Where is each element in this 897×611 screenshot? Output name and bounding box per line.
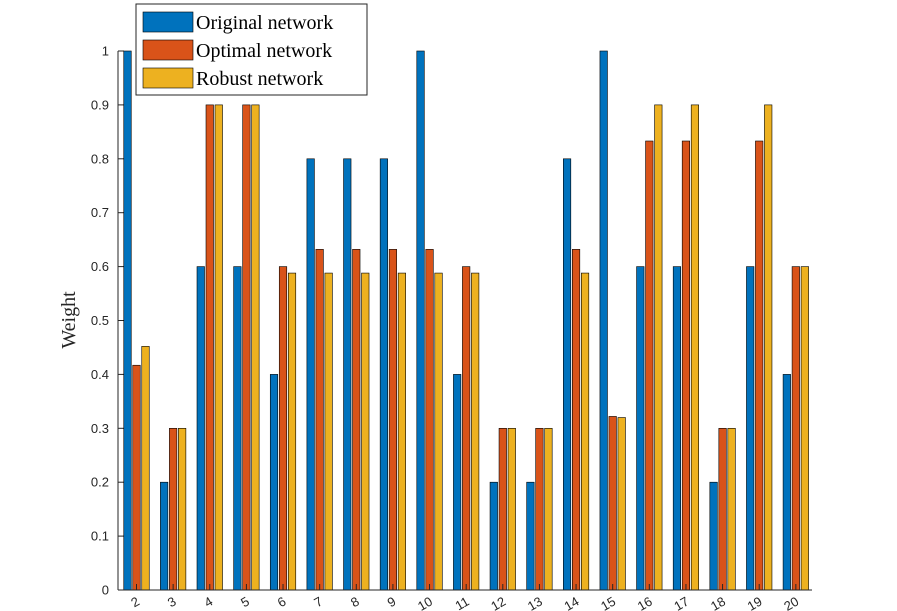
bar-robust-network-6	[287, 272, 297, 591]
bar-original-network-6	[269, 374, 279, 591]
x-tick-label: 6	[275, 594, 289, 611]
bar-optimal-network-14	[572, 249, 581, 591]
y-tick-label: 0.8	[91, 151, 109, 166]
bar-original-network-16	[636, 266, 645, 591]
x-tick-label: 20	[781, 594, 801, 611]
bar-robust-network-14	[581, 272, 590, 591]
x-tick-label: 18	[708, 594, 728, 611]
x-tick-label: 4	[201, 594, 215, 611]
bar-robust-network-13	[544, 427, 553, 591]
bar-optimal-network-6	[278, 266, 288, 591]
y-tick-label: 0.3	[91, 421, 109, 436]
bar-original-network-2	[123, 50, 132, 591]
y-tick-label: 0.9	[91, 97, 109, 112]
bar-optimal-network-15	[608, 416, 617, 591]
x-tick-label: 2	[128, 594, 142, 611]
bar-original-network-17	[672, 266, 682, 591]
bar-robust-network-7	[324, 272, 333, 591]
x-tick-label: 8	[348, 594, 362, 611]
legend-label: Robust network	[196, 68, 323, 90]
y-tick-label: 1	[102, 44, 109, 59]
x-axis-ticks: 2 3 4 5 6 7 8 9 10 11 12 13 14 15 16 17 18 19 20	[128, 584, 801, 611]
bar-robust-network-8	[361, 272, 370, 591]
legend-swatch	[142, 67, 194, 89]
x-tick-label: 9	[385, 594, 399, 611]
bar-original-network-14	[563, 158, 572, 591]
legend-label: Optimal network	[196, 40, 332, 62]
bar-optimal-network-12	[498, 427, 507, 591]
x-tick-label: 16	[635, 594, 655, 611]
x-tick-label: 7	[311, 594, 325, 611]
bar-optimal-network-2	[132, 364, 141, 591]
bar-optimal-network-18	[718, 427, 727, 591]
bar-optimal-network-17	[681, 140, 691, 591]
y-axis-ticks: 0 0.1 0.2 0.3 0.4 0.5 0.6 0.7 0.8 0.9 1	[91, 44, 124, 598]
bar-original-network-8	[343, 158, 352, 591]
bar-original-network-18	[709, 481, 718, 591]
bar-original-network-7	[306, 158, 315, 591]
bar-optimal-network-8	[352, 249, 361, 591]
x-tick-label: 11	[452, 594, 471, 611]
bar-robust-network-18	[727, 427, 736, 591]
y-tick-label: 0.1	[91, 529, 109, 544]
x-tick-label: 15	[598, 594, 618, 611]
bar-robust-network-5	[251, 104, 260, 591]
bar-robust-network-20	[800, 266, 809, 591]
bar-robust-network-4	[214, 104, 223, 591]
legend-swatch	[142, 39, 194, 61]
bar-original-network-13	[526, 481, 535, 591]
y-axis-title: Weight	[58, 291, 80, 349]
legend: Original network Optimal network Robust ne…	[135, 3, 368, 96]
bar-original-network-12	[489, 481, 498, 591]
bar-optimal-network-19	[755, 140, 764, 591]
x-tick-label: 19	[745, 594, 765, 611]
bar-original-network-9	[379, 158, 388, 591]
bar-original-network-3	[160, 481, 169, 591]
x-tick-label: 10	[415, 594, 435, 611]
y-tick-label: 0.4	[91, 367, 109, 382]
bar-original-network-19	[746, 266, 755, 591]
x-tick-label: 3	[165, 594, 179, 611]
x-tick-label: 14	[562, 594, 582, 611]
bar-optimal-network-7	[315, 249, 324, 591]
x-tick-label: 13	[525, 594, 545, 611]
bars-group	[123, 50, 809, 591]
bar-robust-network-15	[617, 417, 626, 591]
bar-optimal-network-20	[791, 266, 800, 591]
legend-swatch	[142, 11, 194, 33]
y-tick-label: 0.7	[91, 205, 109, 220]
bar-robust-network-9	[397, 272, 406, 591]
y-tick-label: 0.6	[91, 259, 109, 274]
bar-original-network-5	[233, 266, 242, 591]
bar-original-network-4	[196, 266, 205, 591]
bar-robust-network-2	[141, 346, 150, 591]
x-tick-label: 17	[671, 594, 691, 611]
bar-robust-network-11	[471, 272, 480, 591]
bar-robust-network-3	[178, 427, 187, 591]
bar-robust-network-19	[764, 104, 773, 591]
bar-robust-network-17	[690, 104, 700, 591]
bar-robust-network-10	[434, 272, 443, 591]
x-tick-label: 12	[488, 594, 508, 611]
bar-optimal-network-3	[169, 427, 178, 591]
bar-original-network-20	[782, 374, 791, 591]
bar-optimal-network-5	[242, 104, 251, 591]
bar-optimal-network-16	[645, 140, 654, 591]
bar-robust-network-16	[654, 104, 663, 591]
bar-optimal-network-11	[462, 266, 471, 591]
bar-original-network-10	[416, 50, 425, 591]
y-tick-label: 0	[102, 583, 109, 598]
y-tick-label: 0.5	[91, 313, 109, 328]
x-tick-label: 5	[238, 594, 252, 611]
bar-original-network-15	[599, 50, 608, 591]
y-tick-label: 0.2	[91, 475, 109, 490]
bar-optimal-network-4	[205, 104, 214, 591]
bar-optimal-network-9	[388, 249, 397, 591]
bar-optimal-network-10	[425, 249, 434, 591]
bar-original-network-11	[453, 374, 462, 591]
bar-optimal-network-13	[535, 427, 544, 591]
bar-robust-network-12	[507, 427, 516, 591]
legend-label: Original network	[196, 12, 333, 34]
